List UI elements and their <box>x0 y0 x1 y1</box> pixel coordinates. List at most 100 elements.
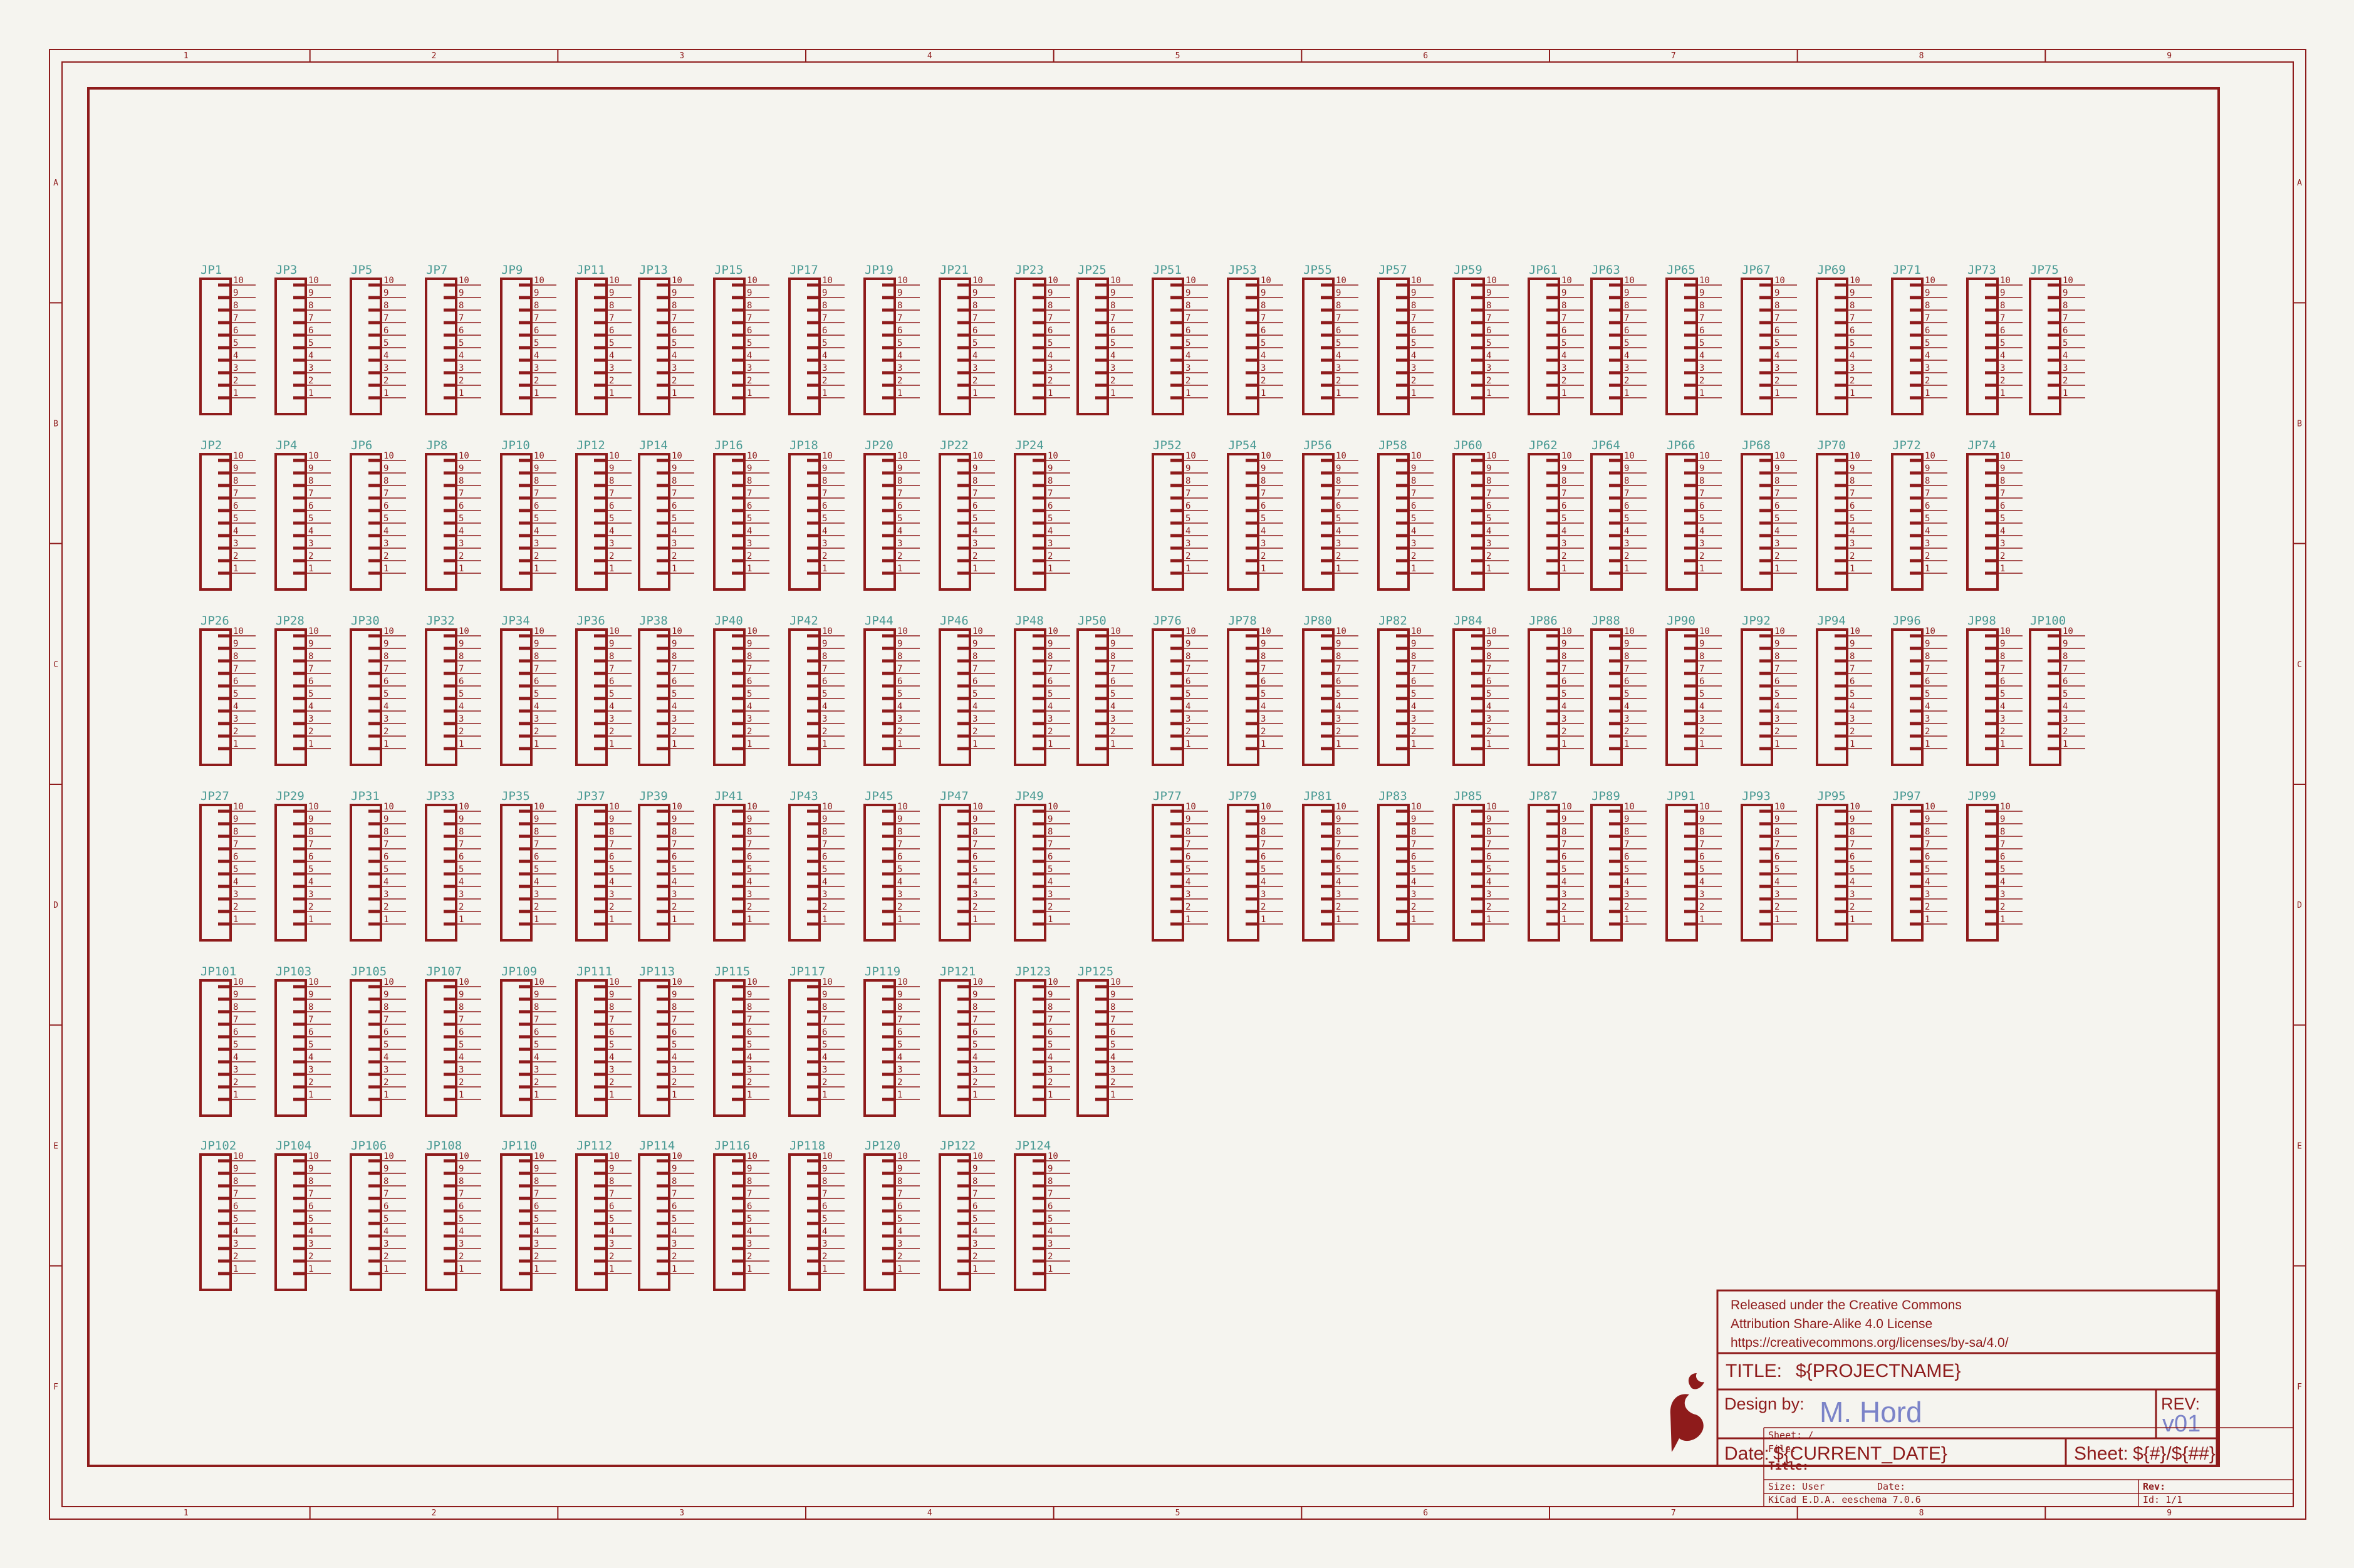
pin-number: 6 <box>609 1027 614 1037</box>
pin-number: 1 <box>1048 1264 1053 1274</box>
pin-number: 10 <box>233 1151 244 1161</box>
pin-number: 9 <box>1411 464 1416 474</box>
pin-number: 1 <box>459 739 464 749</box>
pin-number: 8 <box>1411 652 1416 662</box>
pin-number: 2 <box>1048 1252 1053 1262</box>
pin-number: 6 <box>972 1027 977 1037</box>
pin-number: 5 <box>1411 338 1416 348</box>
pin-number: 7 <box>2000 313 2005 323</box>
pin-number: 6 <box>534 1202 539 1212</box>
pin-number: 8 <box>1411 301 1416 311</box>
pin-number: 10 <box>308 626 319 636</box>
pin-number: 1 <box>747 1090 752 1100</box>
pin-number: 9 <box>1925 639 1930 649</box>
pin-number: 10 <box>897 451 908 461</box>
pin-number: 6 <box>233 1202 238 1212</box>
pin-number: 4 <box>822 1052 827 1062</box>
pin-number: 8 <box>747 301 752 311</box>
pin-number: 4 <box>1185 702 1190 712</box>
connector-reference: JP25 <box>1078 263 1107 277</box>
pin-number: 1 <box>1261 739 1266 749</box>
pin-number: 8 <box>1261 301 1266 311</box>
pin-number: 10 <box>1336 802 1346 812</box>
pin-number: 2 <box>1699 551 1704 561</box>
pin-number: 9 <box>459 288 464 298</box>
pin-number: 6 <box>747 1027 752 1037</box>
pin-number: 5 <box>534 514 539 524</box>
pin-number: 7 <box>233 313 238 323</box>
pin-number: 10 <box>897 1151 908 1161</box>
pin-number: 7 <box>459 313 464 323</box>
pin-number: 5 <box>308 514 313 524</box>
connector-reference: JP74 <box>1967 439 1996 452</box>
pin-number: 10 <box>822 626 833 636</box>
pin-number: 4 <box>459 1227 464 1237</box>
pin-number: 1 <box>308 1090 313 1100</box>
pin-number: 9 <box>1048 1164 1053 1174</box>
connector-reference: JP79 <box>1228 789 1257 803</box>
pin-number: 6 <box>383 1027 388 1037</box>
pin-number: 9 <box>1624 639 1629 649</box>
connector-reference: JP7 <box>426 263 447 277</box>
pin-number: 1 <box>747 915 752 925</box>
pin-number: 2 <box>822 376 827 386</box>
pin-number: 7 <box>1048 664 1053 674</box>
pin-number: 1 <box>1411 564 1416 574</box>
pin-number: 3 <box>1774 890 1779 900</box>
connector-reference: JP13 <box>639 263 668 277</box>
pin-number: 7 <box>1048 489 1053 499</box>
pin-number: 7 <box>1185 313 1190 323</box>
pin-number: 1 <box>1624 915 1629 925</box>
pin-number: 3 <box>822 890 827 900</box>
pin-number: 1 <box>1110 388 1115 398</box>
pin-number: 2 <box>672 376 677 386</box>
pin-number: 8 <box>534 301 539 311</box>
connector-array: JP110987654321JP310987654321JP5109876543… <box>199 263 2085 1291</box>
pin-number: 4 <box>1486 351 1491 361</box>
pin-number: 4 <box>972 351 977 361</box>
pin-number: 9 <box>1561 639 1566 649</box>
pin-number: 5 <box>1850 514 1855 524</box>
pin-number: 4 <box>747 702 752 712</box>
pin-number: 6 <box>897 852 902 862</box>
pin-number: 9 <box>1850 288 1855 298</box>
pin-number: 5 <box>459 689 464 699</box>
pin-number: 5 <box>2063 689 2068 699</box>
pin-number: 5 <box>2000 514 2005 524</box>
pin-number: 10 <box>1261 626 1271 636</box>
pin-number: 2 <box>1336 727 1341 737</box>
pin-number: 4 <box>672 877 677 887</box>
pin-number: 8 <box>609 652 614 662</box>
pin-number: 3 <box>1850 539 1855 549</box>
pin-number: 6 <box>1925 677 1930 687</box>
pin-number: 2 <box>1486 376 1491 386</box>
pin-number: 1 <box>609 1264 614 1274</box>
pin-number: 2 <box>1261 551 1266 561</box>
pin-number: 7 <box>1411 664 1416 674</box>
pin-number: 1 <box>1336 388 1341 398</box>
pin-number: 7 <box>1411 313 1416 323</box>
pin-number: 3 <box>383 890 388 900</box>
pin-number: 8 <box>1336 301 1341 311</box>
pin-number: 2 <box>1624 376 1629 386</box>
frame-row-label: B <box>53 420 58 429</box>
pin-number: 5 <box>383 1040 388 1050</box>
pin-number: 8 <box>897 301 902 311</box>
pin-number: 1 <box>2000 564 2005 574</box>
pin-number: 6 <box>308 852 313 862</box>
pin-number: 5 <box>1336 689 1341 699</box>
connector-reference: JP111 <box>576 965 612 979</box>
pin-number: 3 <box>534 539 539 549</box>
pin-number: 6 <box>1261 677 1266 687</box>
pin-number: 6 <box>1261 326 1266 336</box>
pin-number: 5 <box>233 864 238 875</box>
pin-number: 2 <box>1411 902 1416 912</box>
